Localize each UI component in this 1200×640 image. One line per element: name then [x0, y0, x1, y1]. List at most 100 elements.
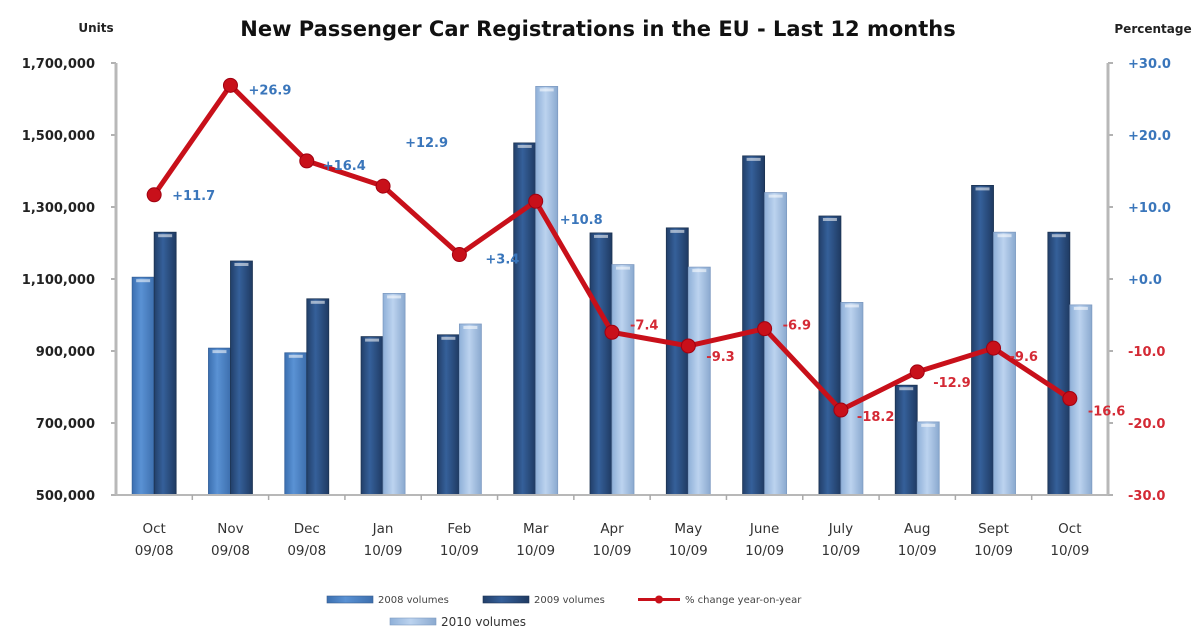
x-tick-label-period: 10/09 — [593, 543, 632, 559]
y-tick-label: 1,100,000 — [22, 273, 95, 288]
legend-swatch-2009 — [482, 595, 530, 604]
y-tick-label: 1,700,000 — [22, 57, 95, 72]
bar-2009 — [818, 215, 842, 496]
legend-label-2009: 2009 volumes — [534, 595, 605, 606]
x-tick-label-month: Jan — [372, 521, 394, 537]
bar-2010-highlight — [921, 423, 936, 427]
y-tick-label: 500,000 — [36, 489, 95, 504]
bar-2009-highlight — [234, 263, 249, 266]
pct-change-marker — [833, 402, 849, 418]
x-tick-label-month: Nov — [217, 521, 243, 537]
bar-2010 — [611, 264, 635, 496]
bar-2010-highlight — [616, 266, 630, 270]
y-tick-label: 1,300,000 — [22, 201, 95, 216]
x-tick-label-period: 10/09 — [745, 543, 784, 559]
bar-2010-highlight — [1073, 306, 1088, 310]
legend-label-pct-change: % change year-on-year — [685, 595, 802, 606]
bar-2009 — [436, 334, 460, 496]
y2-tick-label: +30.0 — [1128, 57, 1171, 72]
legend-label-2010: 2010 volumes — [441, 615, 526, 629]
bar-2009-highlight — [517, 144, 532, 148]
x-tick-label-period: 10/09 — [669, 543, 708, 559]
bar-2009-highlight — [158, 234, 173, 238]
pct-change-data-label: -12.9 — [933, 376, 970, 391]
y2-tick-label: -10.0 — [1128, 345, 1165, 360]
bar-2009-highlight — [441, 336, 456, 340]
pct-change-marker — [146, 187, 162, 203]
x-tick-label-month: Oct — [1058, 521, 1081, 537]
bar-2009-highlight — [670, 229, 685, 233]
legend-item-2010: 2010 volumes — [389, 615, 526, 629]
pct-change-data-label: -7.4 — [630, 318, 658, 333]
pct-change-marker — [528, 193, 544, 209]
y2-tick-label: -30.0 — [1128, 489, 1165, 504]
bar-2010 — [916, 421, 940, 496]
pct-change-data-label: -16.6 — [1088, 405, 1125, 420]
bar-2009 — [153, 231, 177, 496]
pct-change-marker — [680, 338, 696, 354]
x-tick-label-month: June — [749, 521, 779, 537]
bar-2009-highlight — [899, 387, 914, 391]
bar-2010-highlight — [768, 194, 783, 198]
y2-tick-label: +20.0 — [1128, 129, 1171, 144]
y-axis-ticks: 500,000 700,000 900,000 1,100,000 1,300,000 1… — [22, 57, 116, 504]
bar-2010 — [535, 86, 559, 496]
legend-swatch-2010 — [389, 617, 437, 626]
pct-change-data-label: +11.7 — [172, 189, 215, 204]
legend-swatch-2008 — [326, 595, 374, 604]
pct-change-data-label: -18.2 — [857, 410, 894, 425]
x-tick-label-month: July — [828, 521, 853, 537]
bar-2009-highlight — [594, 234, 608, 238]
pct-change-data-label: +16.4 — [323, 159, 366, 174]
bar-2009 — [360, 336, 384, 496]
legend-item-2008: 2008 volumes — [326, 595, 449, 606]
bar-2010-highlight — [539, 88, 554, 92]
percentage-line: +11.7 +26.9 +16.4 +12.9 +3.4 +10.8 -7.4 -9.3 -6.… — [146, 77, 1125, 425]
pct-change-marker — [375, 178, 391, 194]
y2-tick-label: -20.0 — [1128, 417, 1165, 432]
legend-item-2009: 2009 volumes — [482, 595, 605, 606]
pct-change-marker — [1062, 391, 1078, 407]
x-tick-label-period: 10/09 — [1050, 543, 1089, 559]
bar-2009 — [894, 384, 918, 496]
axes — [114, 63, 1110, 496]
bar-2008-highlight — [288, 354, 303, 358]
pct-change-marker — [451, 247, 467, 263]
x-tick-label-period: 10/09 — [974, 543, 1013, 559]
x-tick-label-month: May — [674, 521, 702, 537]
legend-label-2008: 2008 volumes — [378, 595, 449, 606]
y-tick-label: 1,500,000 — [22, 129, 95, 144]
x-tick-label-month: Mar — [523, 521, 549, 537]
bar-2009-highlight — [310, 300, 325, 304]
bar-2008 — [131, 276, 155, 496]
y2-axis-ticks: -30.0 -20.0 -10.0 +0.0 +10.0 +20.0 +30.0 — [1108, 57, 1171, 504]
x-tick-label-period: 10/09 — [440, 543, 479, 559]
pct-change-data-label: +10.8 — [560, 213, 603, 228]
x-tick-label-period: 10/09 — [364, 543, 403, 559]
pct-change-data-label: +12.9 — [405, 136, 448, 151]
bar-2009-highlight — [365, 338, 380, 342]
bar-2010 — [687, 266, 711, 496]
bar-2010-highlight — [387, 295, 402, 299]
bar-2008 — [208, 347, 231, 496]
pct-change-marker — [757, 321, 773, 337]
bar-2010-highlight — [844, 304, 859, 308]
bar-2009-highlight — [746, 157, 761, 161]
pct-change-data-label: -6.9 — [783, 319, 811, 334]
bar-2010-highlight — [463, 326, 478, 329]
bar-2008-highlight — [212, 350, 227, 354]
y2-tick-label: +10.0 — [1128, 201, 1171, 216]
bar-2009 — [230, 260, 253, 496]
legend-swatch-marker — [655, 595, 663, 604]
bar-2010 — [382, 292, 406, 496]
bar-2010-highlight — [997, 234, 1012, 238]
x-tick-label-period: 09/08 — [211, 543, 250, 559]
x-tick-label-period: 10/09 — [821, 543, 860, 559]
y2-axis-title: Percentage — [1114, 22, 1191, 36]
bar-2010 — [458, 323, 482, 496]
x-tick-label-month: Oct — [142, 521, 165, 537]
bar-2009 — [1047, 231, 1071, 496]
y-axis-title: Units — [78, 21, 113, 35]
pct-change-data-label: +3.4 — [485, 253, 519, 268]
pct-change-data-label: -9.6 — [1010, 350, 1038, 365]
